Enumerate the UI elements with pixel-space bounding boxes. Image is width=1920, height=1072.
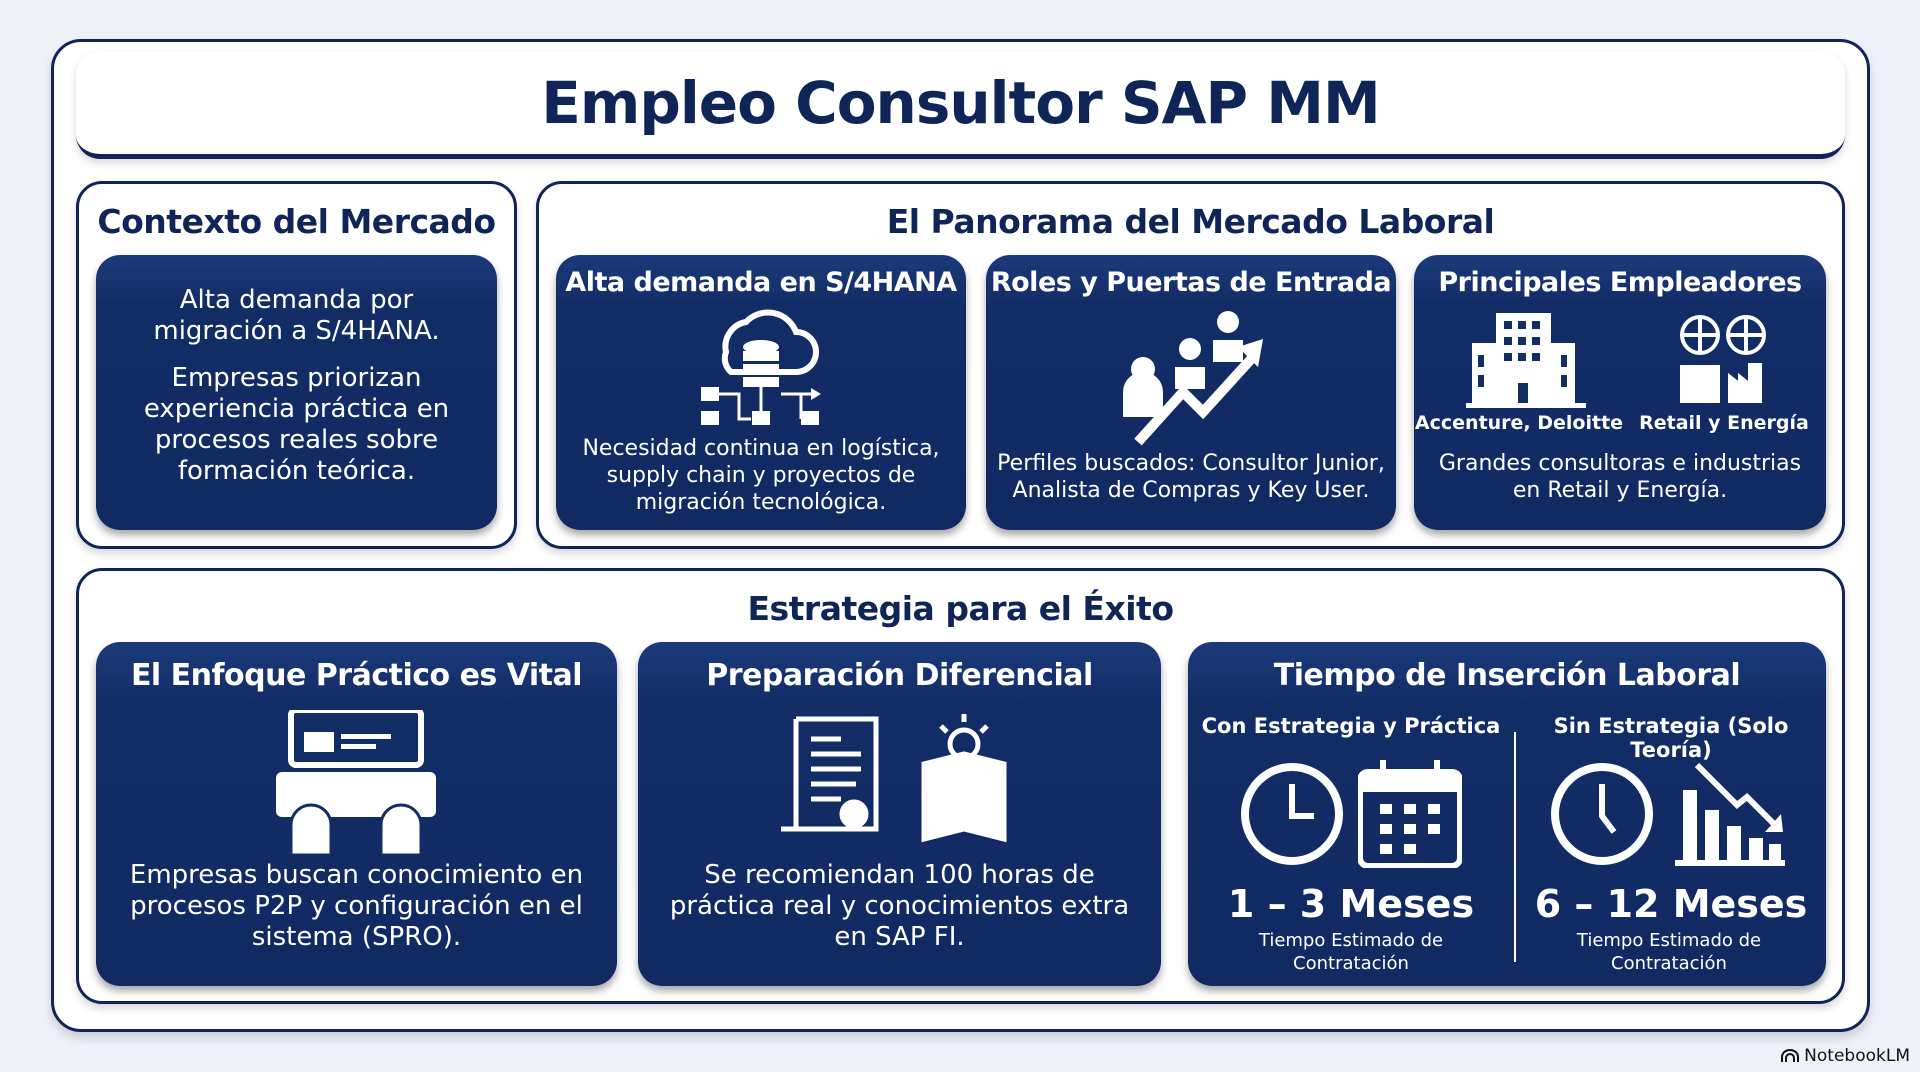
cloud-database-network-icon xyxy=(696,307,826,427)
card-text: Empresas buscan conocimiento en procesos… xyxy=(129,860,584,952)
card-text: Grandes consultoras e industrias en Reta… xyxy=(1438,451,1802,503)
card-tiempo-insercion: Tiempo de Inserción Laboral Con Estrateg… xyxy=(1188,642,1826,986)
page-title: Empleo Consultor SAP MM xyxy=(541,68,1380,137)
contexto-card: Alta demanda por migración a S/4HANA. Em… xyxy=(96,255,497,530)
card-text: Perfiles buscados: Consultor Junior, Ana… xyxy=(997,451,1385,503)
label-retail-energia: Retail y Energía xyxy=(1639,412,1809,434)
card-title: Alta demanda en S/4HANA xyxy=(565,267,957,298)
card-preparacion: Preparación Diferencial Se recomiendan 1… xyxy=(638,642,1161,986)
panorama-heading: El Panorama del Mercado Laboral xyxy=(886,202,1495,241)
card-empleadores: Principales Empleadores Accenture, Deloi… xyxy=(1414,255,1826,530)
card-title: Principales Empleadores xyxy=(1438,267,1802,298)
label-accenture-deloitte: Accenture, Deloitte xyxy=(1414,412,1624,434)
caption-sin-estrategia: Tiempo Estimado de Contratación xyxy=(1576,930,1762,974)
card-title: Tiempo de Inserción Laboral xyxy=(1273,658,1741,693)
card-roles: Roles y Puertas de Entrada Perfiles busc… xyxy=(986,255,1396,530)
card-enfoque-practico: El Enfoque Práctico es Vital Empresas bu… xyxy=(96,642,617,986)
caption-con-estrategia: Tiempo Estimado de Contratación xyxy=(1258,930,1444,974)
office-building-icon xyxy=(1466,313,1586,408)
keyboard-screen-icon xyxy=(276,710,436,855)
card-title: El Enfoque Práctico es Vital xyxy=(130,658,583,693)
clock-icon xyxy=(1240,762,1344,866)
card-text: Necesidad continua en logística, supply … xyxy=(582,436,940,515)
label-con-estrategia: Con Estrategia y Práctica xyxy=(1201,714,1501,738)
card-text: Se recomiendan 100 horas de práctica rea… xyxy=(669,860,1130,952)
contexto-text-1: Alta demanda por migración a S/4HANA. xyxy=(153,285,440,346)
estrategia-heading: Estrategia para el Éxito xyxy=(747,589,1174,628)
card-title: Preparación Diferencial xyxy=(706,658,1093,693)
notebooklm-logo-icon xyxy=(1781,1049,1800,1062)
clock-icon xyxy=(1550,762,1654,866)
globe-store-factory-icon xyxy=(1678,315,1770,405)
watermark-text: NotebookLM xyxy=(1804,1046,1910,1066)
declining-chart-icon xyxy=(1675,760,1785,866)
certificate-book-icon xyxy=(776,714,1026,849)
card-title: Roles y Puertas de Entrada xyxy=(990,267,1392,298)
notebooklm-watermark: NotebookLM xyxy=(1781,1046,1910,1066)
title-banner: Empleo Consultor SAP MM xyxy=(76,51,1845,159)
people-growth-arrow-icon xyxy=(1118,307,1268,447)
calendar-icon xyxy=(1358,760,1462,868)
contexto-heading: Contexto del Mercado xyxy=(97,202,496,241)
value-sin-estrategia: 6 – 12 Meses xyxy=(1534,882,1808,926)
card-alta-demanda: Alta demanda en S/4HANA Necesidad contin… xyxy=(556,255,966,530)
contexto-text-2: Empresas priorizan experiencia práctica … xyxy=(143,363,450,486)
value-con-estrategia: 1 – 3 Meses xyxy=(1227,882,1475,926)
label-sin-estrategia: Sin Estrategia (Solo Teoría) xyxy=(1553,714,1789,762)
divider xyxy=(1514,732,1516,962)
